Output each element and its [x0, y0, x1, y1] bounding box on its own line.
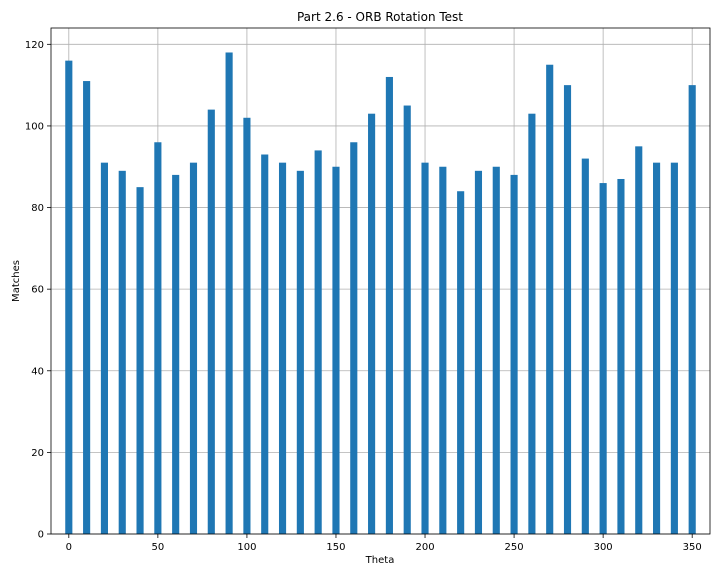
x-tick-label: 200 — [415, 542, 434, 553]
x-axis-label: Theta — [365, 555, 395, 566]
bar — [528, 113, 536, 535]
y-tick-label: 80 — [31, 203, 44, 214]
bar — [207, 109, 215, 534]
bar — [83, 81, 91, 534]
bar — [278, 162, 287, 534]
x-tick-label: 150 — [326, 542, 345, 553]
bar — [599, 183, 607, 534]
bar — [225, 52, 233, 534]
y-tick-label: 100 — [25, 121, 44, 132]
bar — [653, 162, 661, 534]
bar — [332, 166, 340, 534]
bar — [368, 113, 376, 535]
bar — [172, 174, 180, 534]
bar — [563, 85, 572, 535]
bar — [243, 117, 251, 534]
bar — [118, 170, 126, 535]
bar — [350, 142, 358, 535]
bar — [314, 150, 322, 534]
x-tick-label: 50 — [151, 542, 164, 553]
x-tick-label: 0 — [66, 542, 72, 553]
bar — [581, 158, 589, 535]
x-tick-label: 300 — [594, 542, 613, 553]
bar — [635, 146, 643, 534]
y-tick-label: 20 — [31, 448, 44, 459]
y-axis-label: Matches — [11, 260, 22, 302]
y-tick-label: 0 — [38, 530, 44, 541]
bar — [65, 60, 73, 534]
bar — [403, 105, 411, 534]
x-tick-label: 250 — [505, 542, 524, 553]
y-tick-label: 120 — [25, 40, 44, 51]
bar — [439, 166, 447, 534]
bar — [670, 162, 678, 534]
bar — [189, 162, 198, 534]
bar — [492, 166, 500, 534]
chart-title: Part 2.6 - ORB Rotation Test — [297, 10, 463, 24]
bar — [261, 154, 269, 534]
bar — [474, 170, 483, 535]
x-tick-label: 350 — [683, 542, 702, 553]
bar — [457, 191, 465, 534]
axes: 0 50 100 150 200 250 300 350 0 20 40 60 80 100 120 — [25, 27, 711, 553]
y-tick-label: 40 — [31, 366, 44, 377]
bar — [688, 85, 696, 535]
bar — [100, 162, 108, 534]
bar — [421, 162, 429, 534]
bar — [296, 170, 304, 535]
bar — [154, 142, 162, 535]
plot-frame — [50, 27, 711, 535]
bar — [617, 178, 625, 534]
bar — [385, 76, 393, 534]
bar — [136, 187, 144, 535]
bars — [65, 52, 696, 535]
x-tick-label: 100 — [237, 542, 256, 553]
bar — [510, 174, 518, 534]
bar — [546, 64, 554, 535]
y-tick-label: 60 — [31, 285, 44, 296]
